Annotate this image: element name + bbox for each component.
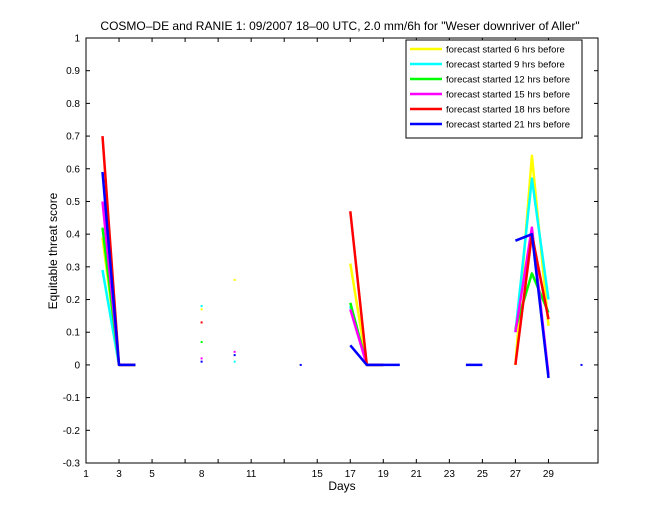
series-point — [233, 350, 236, 353]
series-point — [233, 278, 236, 281]
series-point — [200, 357, 203, 360]
x-tick-label: 15 — [312, 469, 324, 480]
series-line — [349, 344, 400, 367]
legend-item: forecast started 12 hrs before — [410, 75, 570, 86]
legend-label: forecast started 15 hrs before — [446, 90, 570, 101]
x-tick-label: 23 — [444, 469, 456, 480]
y-axis-label: Equitable threat score — [46, 192, 60, 309]
legend: forecast started 6 hrs before forecast st… — [405, 39, 583, 139]
x-tick-label: 8 — [199, 469, 205, 480]
y-tick-label: 0.6 — [66, 164, 80, 175]
x-tick-label: 27 — [510, 469, 522, 480]
series-point — [200, 360, 203, 363]
y-tick-label: 0.9 — [66, 66, 80, 77]
series-point — [299, 363, 302, 366]
x-tick-label: 21 — [411, 469, 423, 480]
series-line — [514, 232, 550, 379]
series-point — [200, 341, 203, 344]
series-point — [200, 308, 203, 311]
series-point — [200, 321, 203, 324]
y-tick-label: 0.7 — [66, 132, 80, 143]
plot-frame — [85, 37, 599, 464]
series-line — [514, 177, 550, 333]
y-tick-label: -0.1 — [63, 393, 81, 404]
y-tick-label: 0 — [74, 360, 80, 371]
legend-box — [405, 39, 583, 139]
y-tick-label: 0.8 — [66, 99, 80, 110]
legend-item: forecast started 21 hrs before — [410, 120, 570, 131]
y-tick-label: -0.3 — [63, 459, 81, 470]
y-tick-label: 0.5 — [66, 197, 80, 208]
y-tick-label: 0.3 — [66, 262, 80, 273]
series-point — [233, 360, 236, 363]
y-tick-label: -0.2 — [63, 426, 81, 437]
x-tick-label: 11 — [246, 469, 257, 480]
x-tick-label: 19 — [378, 469, 390, 480]
y-tick-label: 1 — [74, 34, 80, 45]
y-tick-label: 0.2 — [66, 295, 80, 306]
y-tick-label: 0.1 — [66, 328, 80, 339]
chart-title: COSMO–DE and RANIE 1: 09/2007 18–00 UTC,… — [100, 19, 579, 33]
legend-label: forecast started 18 hrs before — [446, 105, 570, 116]
series-line — [514, 272, 550, 330]
y-tick-label: 0.4 — [66, 230, 80, 241]
series-point — [580, 363, 583, 366]
series-point — [233, 354, 236, 357]
legend-item: forecast started 9 hrs before — [410, 60, 565, 71]
series-point — [200, 305, 203, 308]
x-axis-label: Days — [328, 479, 355, 493]
x-tick-label: 5 — [149, 469, 155, 480]
x-tick-label: 29 — [543, 469, 555, 480]
x-tick-label: 3 — [116, 469, 122, 480]
x-tick-label: 17 — [345, 469, 357, 480]
x-tick-label: 1 — [83, 469, 89, 480]
axes: 1 3 5 8 11 15 17 19 21 23 25 27 29 -0.3 -0.2 -0.1 0 0.1 0.… — [63, 34, 599, 480]
legend-label: forecast started 21 hrs before — [446, 120, 570, 131]
series-6 — [101, 171, 583, 379]
legend-label: forecast started 6 hrs before — [446, 45, 565, 56]
legend-label: forecast started 9 hrs before — [446, 60, 565, 71]
series-line — [101, 171, 136, 367]
series-layer — [101, 136, 583, 379]
x-tick-label: 25 — [477, 469, 489, 480]
legend-item: forecast started 18 hrs before — [410, 105, 570, 116]
legend-item: forecast started 15 hrs before — [410, 90, 570, 101]
legend-item: forecast started 6 hrs before — [410, 45, 565, 56]
legend-label: forecast started 12 hrs before — [446, 75, 570, 86]
